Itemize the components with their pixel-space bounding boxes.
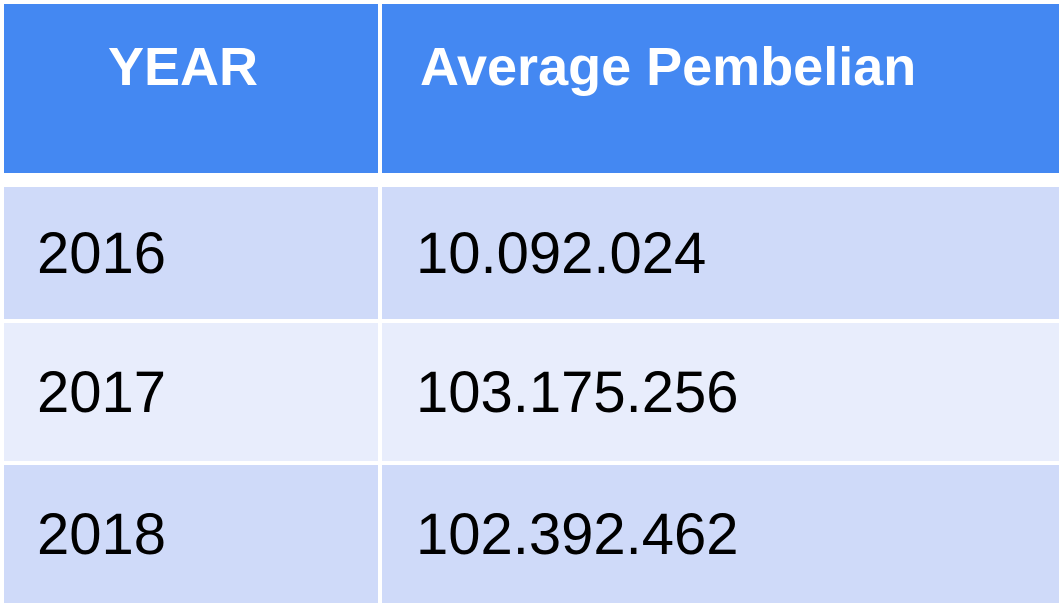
table-cell-average: 103.175.256 bbox=[382, 323, 1059, 461]
table-cell-average: 10.092.024 bbox=[382, 187, 1059, 319]
table-cell-year: 2017 bbox=[4, 323, 378, 461]
table-cell-average: 102.392.462 bbox=[382, 465, 1059, 603]
header-year: YEAR bbox=[4, 4, 378, 173]
table-cell-year: 2018 bbox=[4, 465, 378, 603]
table-cell-year: 2016 bbox=[4, 187, 378, 319]
header-average-pembelian: Average Pembelian bbox=[382, 4, 1059, 173]
